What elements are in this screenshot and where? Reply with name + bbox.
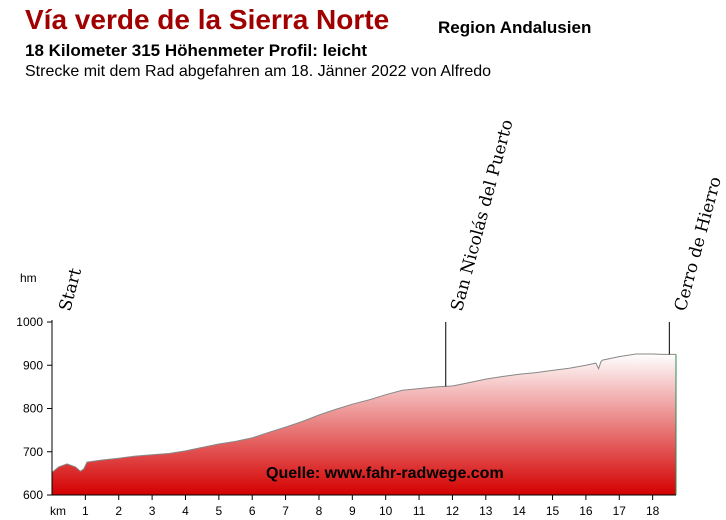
y-tick-label: 700 — [23, 445, 43, 459]
y-tick-label: 600 — [23, 488, 43, 502]
x-tick-label: 17 — [613, 504, 627, 518]
y-tick-label: 900 — [23, 358, 43, 372]
y-tick-label: 1000 — [16, 315, 43, 329]
x-tick-label: 13 — [479, 504, 493, 518]
x-tick-label: 12 — [446, 504, 460, 518]
x-tick-label: 7 — [282, 504, 289, 518]
x-tick-label: 14 — [512, 504, 526, 518]
source-credit: Quelle: www.fahr-radwege.com — [266, 465, 504, 482]
route-stats: 18 Kilometer 315 Höhenmeter Profil: leic… — [25, 41, 367, 60]
x-tick-label: 16 — [579, 504, 593, 518]
x-tick-label: 18 — [646, 504, 660, 518]
x-tick-label: 9 — [349, 504, 356, 518]
x-tick-label: 3 — [149, 504, 156, 518]
route-subtitle: Strecke mit dem Rad abgefahren am 18. Jä… — [25, 63, 492, 80]
x-tick-label: 1 — [82, 504, 89, 518]
x-tick-label: 8 — [316, 504, 323, 518]
x-tick-label: 5 — [216, 504, 223, 518]
x-axis-unit: km — [50, 504, 66, 518]
chart-title: Vía verde de la Sierra Norte — [25, 4, 390, 35]
place-label: Start — [56, 266, 87, 313]
x-tick-label: 15 — [546, 504, 560, 518]
x-tick-label: 4 — [182, 504, 189, 518]
x-tick-label: 6 — [249, 504, 256, 518]
x-tick-label: 10 — [379, 504, 393, 518]
elevation-line — [51, 353, 676, 473]
place-label: San Nicolás del Puerto — [447, 118, 517, 314]
elevation-area — [52, 354, 676, 495]
place-label: Cerro de Hierro — [671, 175, 726, 314]
x-tick-label: 2 — [115, 504, 122, 518]
x-tick-label: 11 — [413, 504, 426, 518]
y-axis-unit: hm — [20, 271, 37, 285]
region-label: Region Andalusien — [438, 18, 592, 37]
y-tick-label: 800 — [23, 402, 43, 416]
